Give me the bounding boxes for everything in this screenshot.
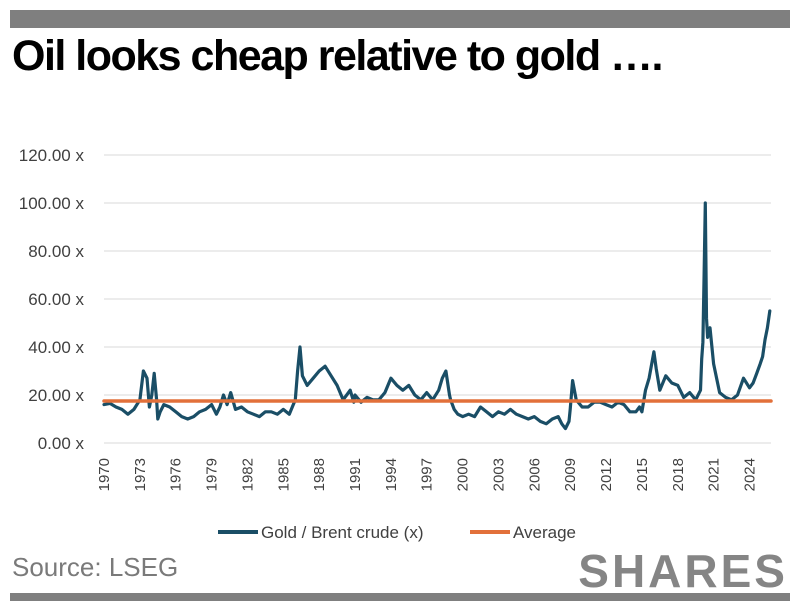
y-tick-label: 40.00 x xyxy=(28,338,84,357)
x-tick-label: 1991 xyxy=(347,458,364,491)
y-tick-label: 80.00 x xyxy=(28,242,84,261)
x-tick-label: 2024 xyxy=(741,458,758,491)
series-line-gold-brent xyxy=(102,201,772,431)
y-tick-label: 0.00 x xyxy=(38,434,85,453)
x-tick-label: 1994 xyxy=(383,458,400,491)
page-title: Oil looks cheap relative to gold …. xyxy=(12,32,664,80)
x-tick-label: 1988 xyxy=(311,458,328,491)
legend-label: Average xyxy=(513,523,576,542)
x-tick-label: 1970 xyxy=(96,458,113,491)
x-tick-label: 2006 xyxy=(526,458,543,491)
x-tick-label: 2021 xyxy=(706,458,723,491)
x-tick-label: 2003 xyxy=(490,458,507,491)
x-tick-label: 1985 xyxy=(275,458,292,491)
y-tick-label: 120.00 x xyxy=(19,146,85,165)
x-tick-label: 2015 xyxy=(634,458,651,491)
x-tick-label: 1976 xyxy=(168,458,185,491)
x-tick-label: 1979 xyxy=(204,458,221,491)
y-tick-label: 20.00 x xyxy=(28,386,84,405)
y-tick-label: 60.00 x xyxy=(28,290,84,309)
x-tick-label: 1973 xyxy=(132,458,149,491)
x-axis-tick-labels: 1970 1973 1976 1979 1982 1985 1988 1991 1994 1997… xyxy=(96,458,758,491)
bottom-accent-bar xyxy=(10,593,790,601)
source-note: Source: LSEG xyxy=(12,552,179,582)
chart-legend: Gold / Brent crude (x) Average xyxy=(218,523,576,542)
x-tick-label: 1997 xyxy=(419,458,436,491)
x-tick-label: 1982 xyxy=(239,458,256,491)
y-tick-label: 100.00 x xyxy=(19,194,85,213)
x-tick-label: 2009 xyxy=(562,458,579,491)
x-tick-label: 2012 xyxy=(598,458,615,491)
y-axis-tick-labels: 0.00 x 20.00 x 40.00 x 60.00 x 80.00 x 100.00… xyxy=(19,146,85,453)
shares-logo: SHARES xyxy=(578,545,788,597)
legend-label: Gold / Brent crude (x) xyxy=(261,523,424,542)
x-tick-label: 2018 xyxy=(670,458,687,491)
top-accent-bar xyxy=(10,10,790,28)
chart-series xyxy=(102,201,773,431)
x-tick-label: 2000 xyxy=(455,458,472,491)
